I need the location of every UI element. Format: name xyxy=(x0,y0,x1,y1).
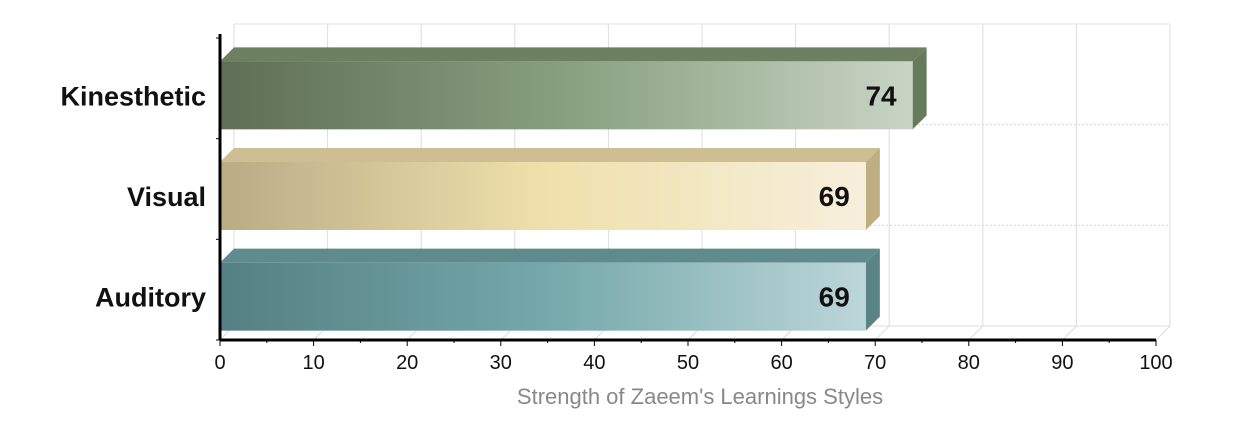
bar xyxy=(220,262,866,331)
bar-top-face xyxy=(220,248,880,263)
x-tick-label: 30 xyxy=(490,352,512,374)
x-tick-label: 50 xyxy=(677,352,699,374)
bar-value-label: 69 xyxy=(819,181,850,212)
x-tick-label: 90 xyxy=(1051,352,1073,374)
gridline-floor-diagonal xyxy=(874,325,890,341)
bar-value-label: 69 xyxy=(819,282,850,313)
x-axis-title: Strength of Zaeem's Learnings Styles xyxy=(517,384,883,409)
bar-side-face xyxy=(912,47,927,130)
bar-side-face xyxy=(865,248,880,331)
x-tick-label: 10 xyxy=(302,352,324,374)
x-tick-label: 20 xyxy=(396,352,418,374)
bar-top-face xyxy=(220,47,927,62)
category-label: Kinesthetic xyxy=(60,81,206,111)
category-label: Auditory xyxy=(95,283,206,313)
gridline-floor-diagonal xyxy=(1062,325,1077,341)
x-tick-label: 40 xyxy=(583,352,605,374)
x-tick-label: 0 xyxy=(214,352,225,374)
category-label: Visual xyxy=(127,182,206,212)
x-tick-label: 100 xyxy=(1139,352,1172,374)
bar xyxy=(220,61,913,130)
bar-side-face xyxy=(865,148,880,230)
x-tick-label: 70 xyxy=(864,352,886,374)
x-tick-label: 80 xyxy=(958,352,980,374)
x-tick-label: 60 xyxy=(770,352,792,374)
gridline-floor-diagonal xyxy=(1155,325,1171,341)
bar xyxy=(220,162,866,230)
gridline-floor-diagonal xyxy=(968,325,984,341)
bar-top-face xyxy=(220,148,880,162)
bar-value-label: 74 xyxy=(865,80,897,111)
